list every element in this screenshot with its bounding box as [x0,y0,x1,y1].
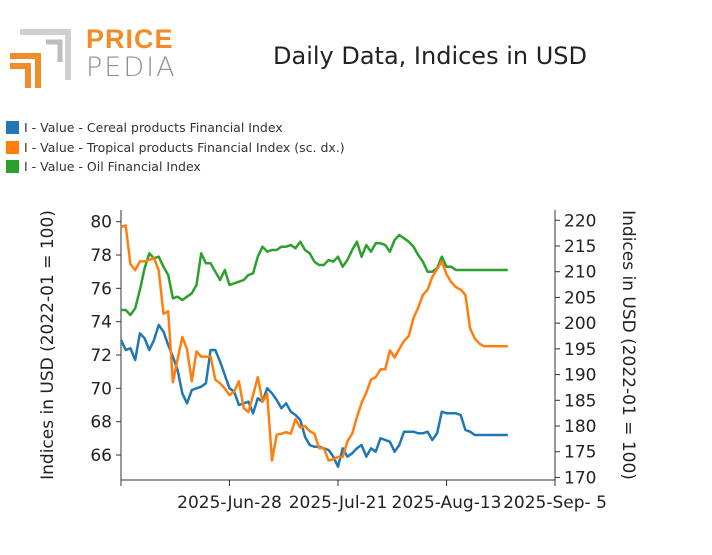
brand-name-price: PRICE [86,24,174,54]
y-tick-label: 74 [90,313,112,333]
chart-axes: 66 68 70 72 74 76 78 80 170 175 180 185 190 195 200 205… [90,210,607,513]
y2-tick-label: 170 [564,468,596,488]
y2-tick-label: 210 [564,263,596,283]
y2-tick-label: 200 [564,314,596,334]
x-tick-label: 2025-Sep- 5 [503,493,607,513]
legend-label-cereal: I - Value - Cereal products Financial In… [24,120,283,136]
y2-tick-label: 215 [564,237,596,257]
x-tick-label: 2025-Aug-13 [392,493,502,513]
legend-swatch-oil [6,160,19,174]
y-tick-label: 70 [90,379,112,399]
y2-tick-label: 220 [564,211,596,231]
pricepedia-logo-mark [10,29,71,88]
brand-name-pedia: PEDIA [86,52,177,83]
y-tick-label: 76 [90,279,112,299]
chart-series [119,224,508,468]
legend-item-oil[interactable]: I - Value - Oil Financial Index [6,157,345,177]
y2-tick-label: 190 [564,366,596,386]
legend-item-tropical[interactable]: I - Value - Tropical products Financial … [6,138,345,158]
x-tick-label: 2025-Jun-28 [177,493,282,513]
y2-tick-label: 185 [564,391,596,411]
y-tick-label: 66 [90,446,112,466]
chart-legend: I - Value - Cereal products Financial In… [6,118,345,177]
y-tick-label: 78 [90,246,112,266]
legend-label-oil: I - Value - Oil Financial Index [24,159,201,175]
legend-swatch-cereal [6,121,19,135]
y2-axis-label: Indices in USD (2022-01 = 100) [618,210,638,480]
y2-tick-label: 195 [564,340,596,360]
legend-label-tropical: I - Value - Tropical products Financial … [24,139,345,155]
y2-tick-label: 175 [564,443,596,463]
series-line-cereal [119,323,508,468]
y2-tick-label: 205 [564,288,596,308]
y-tick-label: 80 [90,213,112,233]
x-tick-label: 2025-Jul-21 [289,493,388,513]
legend-item-cereal[interactable]: I - Value - Cereal products Financial In… [6,118,345,138]
series-line-tropical [120,224,508,462]
chart-title: Daily Data, Indices in USD [273,42,587,70]
y-tick-label: 68 [90,413,112,433]
y-tick-label: 72 [90,346,112,366]
y2-tick-label: 180 [564,417,596,437]
legend-swatch-tropical [6,140,19,154]
series-line-oil [121,233,508,317]
y-axis-label: Indices in USD (2022-01 = 100) [38,210,58,480]
pricepedia-logo: PRICE PEDIA [8,22,175,92]
